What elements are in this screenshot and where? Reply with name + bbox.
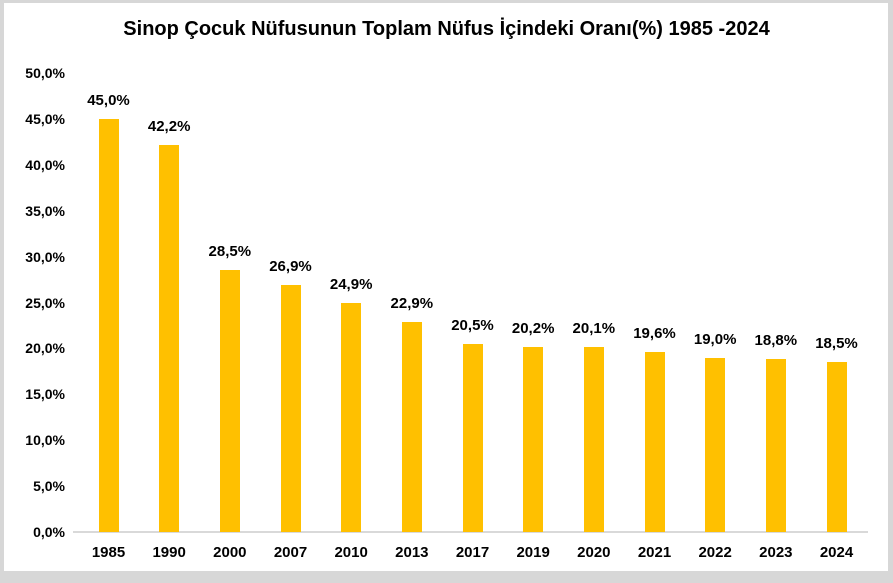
x-axis-tick-label: 2010 <box>334 544 368 561</box>
data-label: 28,5% <box>208 243 252 261</box>
data-label: 18,5% <box>815 335 858 353</box>
y-axis-tick-label: 15,0% <box>25 386 65 403</box>
y-axis-tick-label: 0,0% <box>33 524 65 540</box>
y-axis-tick-label: 30,0% <box>25 248 65 265</box>
data-label: 19,6% <box>633 325 676 343</box>
data-label: 24,9% <box>329 276 373 294</box>
data-label: 22,9% <box>390 294 434 312</box>
bar-1990 <box>159 144 180 532</box>
x-axis-tick-label: 1990 <box>152 544 186 561</box>
y-axis-tick-label: 25,0% <box>25 294 65 311</box>
y-axis-tick-label: 45,0% <box>25 110 65 127</box>
x-axis-tick-label: 2020 <box>577 544 611 561</box>
x-axis-tick-label: 2017 <box>455 544 490 561</box>
x-axis-line <box>73 531 868 533</box>
y-axis-tick-label: 20,0% <box>25 340 65 357</box>
bar-2023 <box>765 359 786 532</box>
y-axis-tick-label: 5,0% <box>33 478 65 495</box>
data-label: 26,9% <box>269 258 312 276</box>
data-label: 19,0% <box>693 330 737 348</box>
bar-2017 <box>462 343 483 532</box>
bar-1985 <box>98 118 119 532</box>
x-axis-tick-label: 2019 <box>516 544 550 561</box>
bar-2022 <box>705 357 726 532</box>
bar-2000 <box>219 270 240 532</box>
y-axis-tick-label: 50,0% <box>25 65 65 81</box>
bar-2010 <box>341 303 362 532</box>
y-axis-tick-label: 40,0% <box>25 156 65 173</box>
bar-2020 <box>583 347 604 532</box>
bar-2021 <box>644 352 665 532</box>
y-axis-tick-label: 35,0% <box>25 202 65 219</box>
x-axis-tick-label: 2023 <box>759 544 793 561</box>
data-label: 45,0% <box>87 91 130 109</box>
x-axis-tick-label: 2013 <box>395 544 429 561</box>
bar-2007 <box>280 285 301 532</box>
data-label: 20,1% <box>572 320 616 338</box>
y-axis-tick-label: 10,0% <box>25 432 65 449</box>
x-axis-tick-label: 1985 <box>91 544 126 561</box>
x-axis-tick-label: 2022 <box>698 544 732 561</box>
x-axis-tick-label: 2024 <box>819 544 854 561</box>
bar-2013 <box>401 321 422 532</box>
data-label: 20,2% <box>511 319 555 337</box>
chart-panel <box>4 3 888 571</box>
bar-2024 <box>826 362 847 532</box>
x-axis-tick-label: 2007 <box>273 544 308 561</box>
bar-2019 <box>523 346 544 532</box>
chart-title: Sinop Çocuk Nüfusunun Toplam Nüfus İçind… <box>123 18 770 40</box>
data-label: 18,8% <box>754 332 798 350</box>
x-axis-tick-label: 2000 <box>213 544 247 561</box>
data-label: 42,2% <box>147 117 191 135</box>
data-label: 20,5% <box>451 316 494 334</box>
x-axis-tick-label: 2021 <box>637 544 672 561</box>
